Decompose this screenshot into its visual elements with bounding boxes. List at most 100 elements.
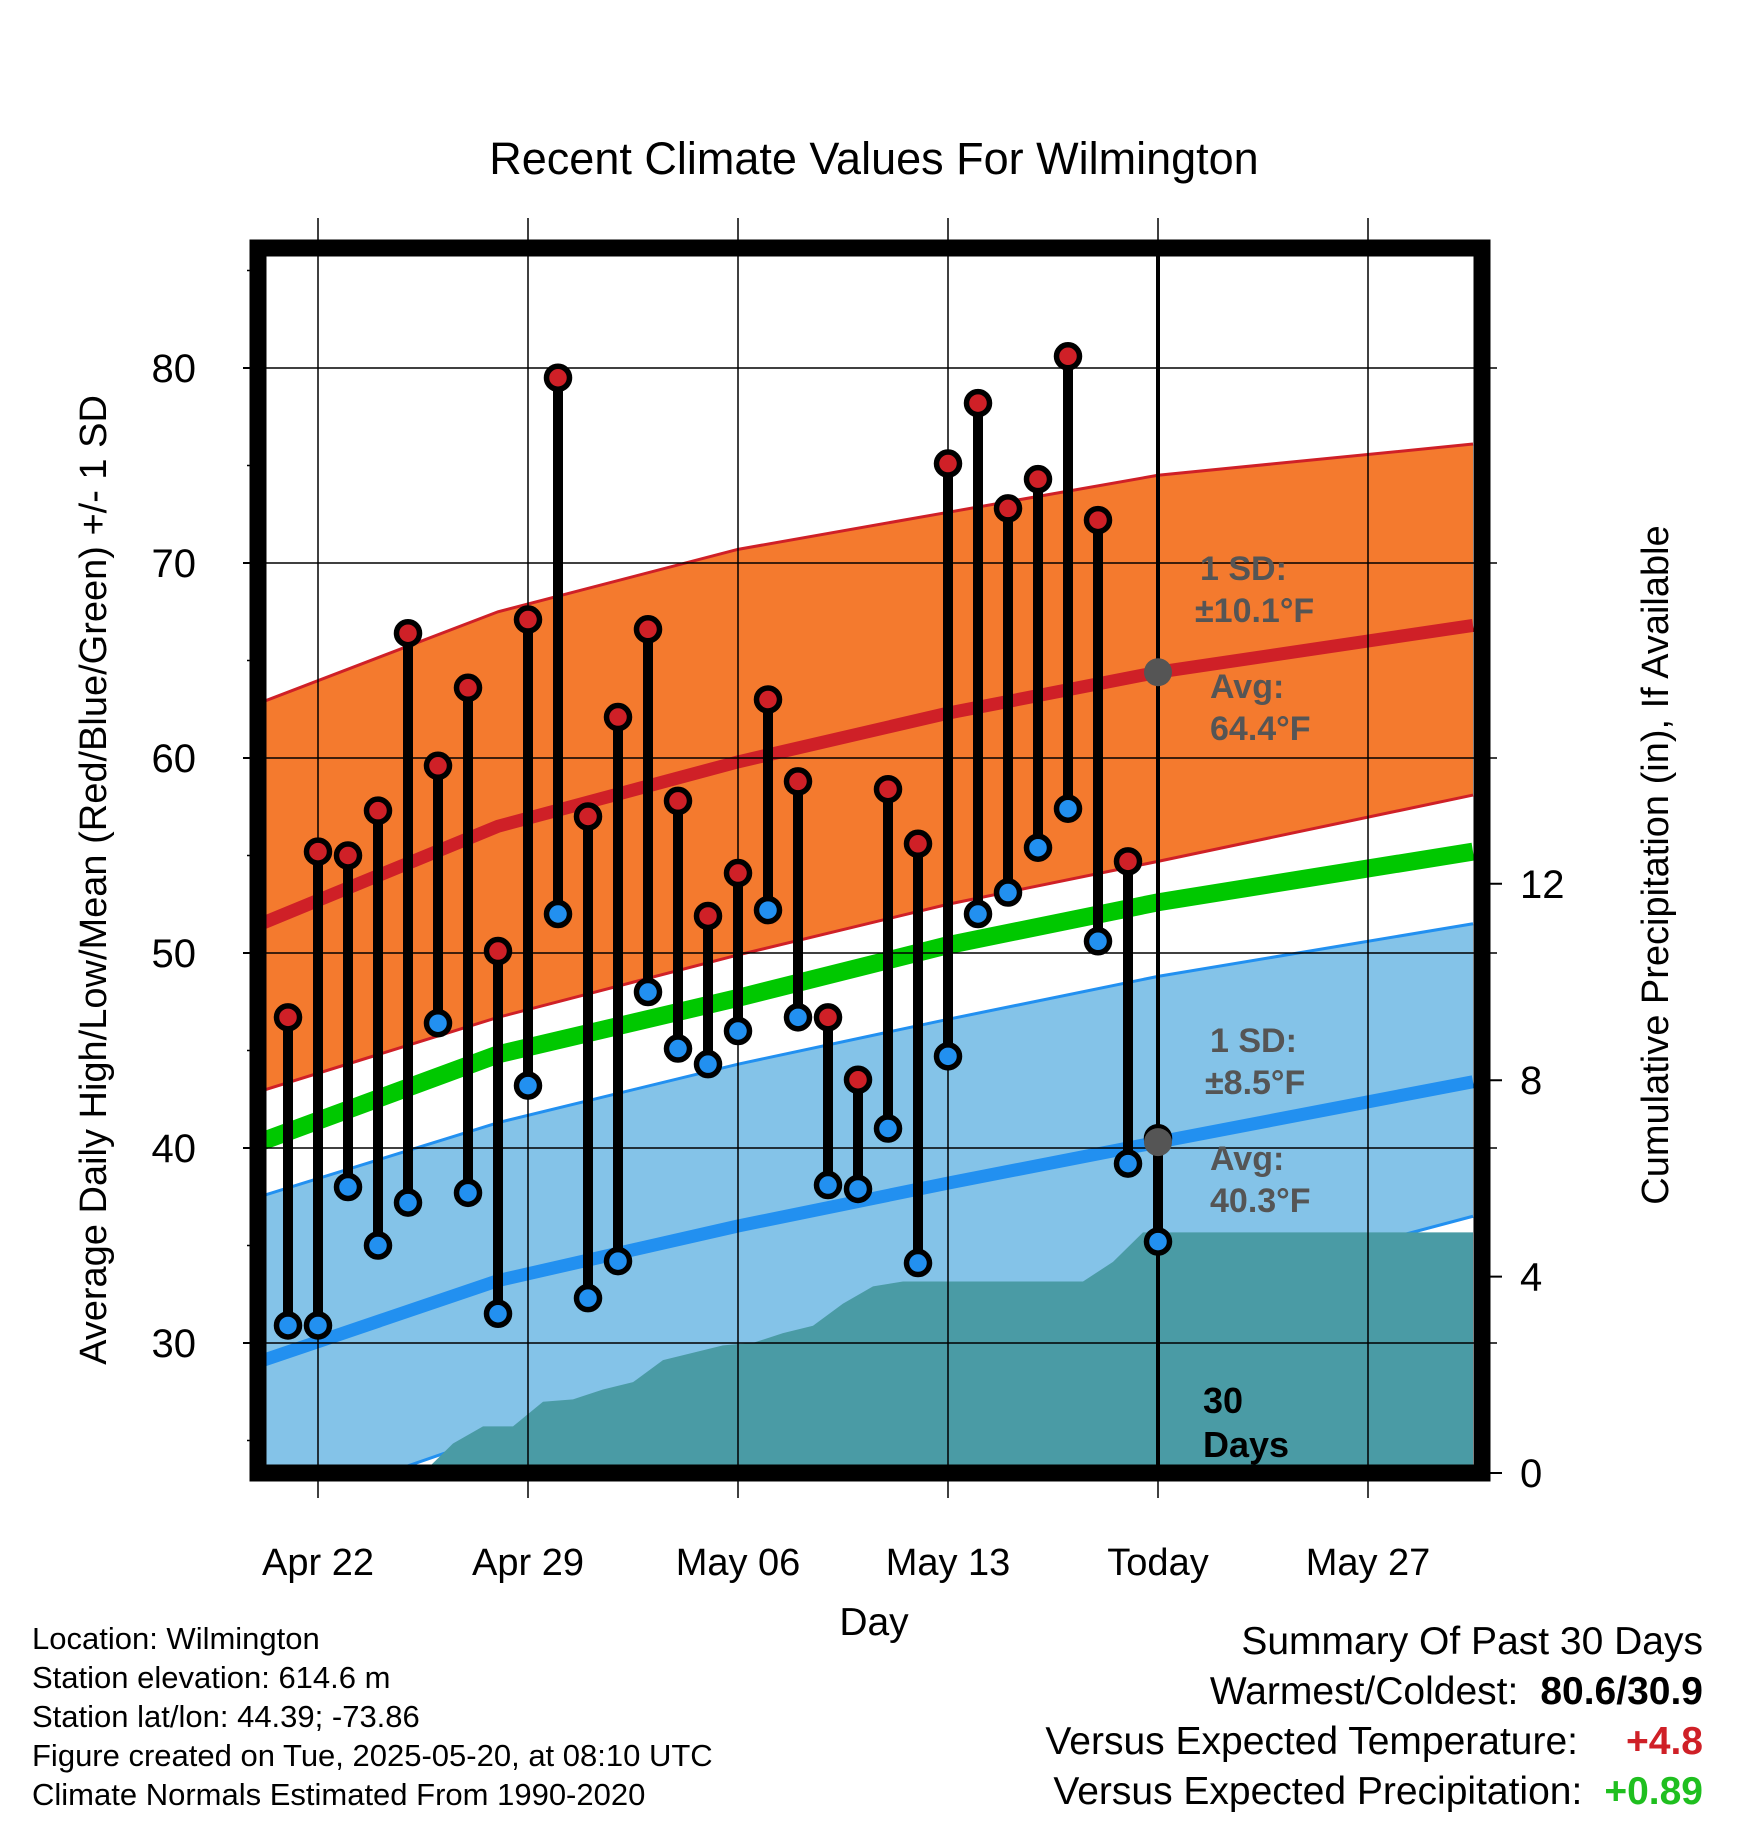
high-point-8 <box>513 605 543 634</box>
chart-title: Recent Climate Values For Wilmington <box>489 133 1258 184</box>
high-point-11 <box>603 702 633 732</box>
high-point-6 <box>453 673 483 703</box>
low-avg-label: Avg: <box>1210 1140 1284 1178</box>
today-high-avg-marker <box>1144 658 1172 687</box>
high-sd-label: 1 SD: <box>1200 550 1287 588</box>
low-band-upper-edge <box>258 922 1474 1199</box>
low-sd-label: 1 SD: <box>1210 1022 1297 1060</box>
high-normal-line <box>258 618 1474 933</box>
low-point-27 <box>1083 927 1113 956</box>
low-point-2 <box>333 1172 363 1202</box>
low-point-10 <box>573 1283 603 1313</box>
days-unit-label: Days <box>1203 1424 1289 1465</box>
y2-axis-label: Cumulative Precipitation (in), If Availa… <box>1635 525 1677 1204</box>
high-point-24 <box>993 494 1023 523</box>
low-point-18 <box>813 1170 843 1200</box>
y-axis-label: Average Daily High/Low/Mean (Red/Blue/Gr… <box>73 395 115 1365</box>
y2-tick-label-3: 12 <box>1520 863 1565 907</box>
x-tick-label-1: Apr 29 <box>472 1542 584 1584</box>
y-tick-label-1: 40 <box>152 1127 197 1171</box>
summary-title: Summary Of Past 30 Days <box>1241 1620 1703 1663</box>
low-point-7 <box>483 1299 513 1328</box>
low-point-21 <box>903 1248 933 1278</box>
high-point-14 <box>693 901 723 931</box>
today-low-avg-marker <box>1144 1128 1172 1157</box>
low-point-24 <box>993 878 1023 907</box>
high-point-5 <box>423 751 453 781</box>
high-point-9 <box>543 363 573 392</box>
high-point-15 <box>723 858 753 888</box>
high-point-25 <box>1023 464 1053 494</box>
low-point-6 <box>453 1178 483 1208</box>
low-point-5 <box>423 1008 453 1038</box>
high-avg-value: 64.4°F <box>1210 710 1311 748</box>
mean-normal-line <box>258 842 1475 1153</box>
high-avg-label: Avg: <box>1210 668 1284 706</box>
low-normal-line <box>258 1075 1475 1369</box>
high-point-19 <box>843 1065 873 1094</box>
low-point-0 <box>273 1311 303 1340</box>
y-tick-label-3: 60 <box>152 737 197 781</box>
high-point-16 <box>753 685 783 714</box>
high-point-0 <box>273 1003 303 1032</box>
low-sd-value: ±8.5°F <box>1205 1064 1305 1102</box>
y2-tick-label-0: 0 <box>1520 1452 1542 1496</box>
low-point-28 <box>1113 1149 1143 1178</box>
x-tick-label-2: May 06 <box>676 1542 801 1584</box>
high-point-12 <box>633 615 663 644</box>
low-point-4 <box>393 1188 423 1217</box>
x-tick-label-0: Apr 22 <box>262 1542 374 1584</box>
high-band-lower-edge <box>258 793 1474 1094</box>
low-point-16 <box>753 895 783 925</box>
high-point-21 <box>903 829 933 859</box>
footer-normals: Climate Normals Estimated From 1990-2020 <box>32 1777 646 1812</box>
high-point-4 <box>393 618 423 648</box>
low-point-23 <box>963 899 993 929</box>
low-point-3 <box>363 1231 393 1260</box>
low-point-8 <box>513 1071 543 1100</box>
low-point-15 <box>723 1016 753 1046</box>
high-point-18 <box>813 1003 843 1032</box>
low-point-17 <box>783 1003 813 1032</box>
high-point-13 <box>663 786 693 816</box>
y2-tick-label-1: 4 <box>1520 1256 1542 1300</box>
plot-frame <box>249 239 1491 1482</box>
high-point-22 <box>933 449 963 478</box>
summary-temperature-value: +4.8 <box>1626 1720 1703 1763</box>
high-point-20 <box>873 774 903 804</box>
summary-precipitation-row: Versus Expected Precipitation: +0.89 <box>1053 1772 1703 1811</box>
x-tick-label-4: Today <box>1107 1542 1208 1584</box>
low-point-20 <box>873 1114 903 1143</box>
footer-latlon: Station lat/lon: 44.39; -73.86 <box>32 1699 420 1734</box>
footer-location: Location: Wilmington <box>32 1621 320 1656</box>
y-tick-label-4: 70 <box>152 542 197 586</box>
summary-precipitation-value: +0.89 <box>1604 1770 1703 1813</box>
high-point-23 <box>963 388 993 418</box>
x-tick-label-3: May 13 <box>886 1542 1011 1584</box>
low-point-25 <box>1023 833 1053 862</box>
high-point-7 <box>483 936 513 966</box>
y-tick-label-0: 30 <box>152 1322 197 1366</box>
footer-elevation: Station elevation: 614.6 m <box>32 1660 391 1695</box>
footer-created: Figure created on Tue, 2025-05-20, at 08… <box>32 1738 713 1773</box>
low-point-9 <box>543 899 573 929</box>
low-point-22 <box>933 1042 963 1071</box>
summary-temperature-row: Versus Expected Temperature: +4.8 <box>1045 1722 1703 1761</box>
low-point-13 <box>663 1034 693 1063</box>
high-band-upper-edge <box>258 442 1474 706</box>
high-sd-value: ±10.1°F <box>1195 592 1314 630</box>
x-tick-label-5: May 27 <box>1306 1542 1431 1584</box>
x-axis-label: Day <box>839 1601 909 1644</box>
high-point-17 <box>783 767 813 796</box>
high-point-27 <box>1083 505 1113 535</box>
low-point-26 <box>1053 794 1083 823</box>
low-point-12 <box>633 977 663 1007</box>
low-point-11 <box>603 1246 633 1276</box>
low-point-19 <box>843 1174 873 1204</box>
low-avg-value: 40.3°F <box>1210 1182 1311 1220</box>
high-point-28 <box>1113 847 1143 876</box>
high-point-26 <box>1053 342 1083 371</box>
high-point-2 <box>333 841 363 870</box>
y2-tick-label-2: 8 <box>1520 1059 1542 1103</box>
y-tick-label-2: 50 <box>152 932 197 976</box>
